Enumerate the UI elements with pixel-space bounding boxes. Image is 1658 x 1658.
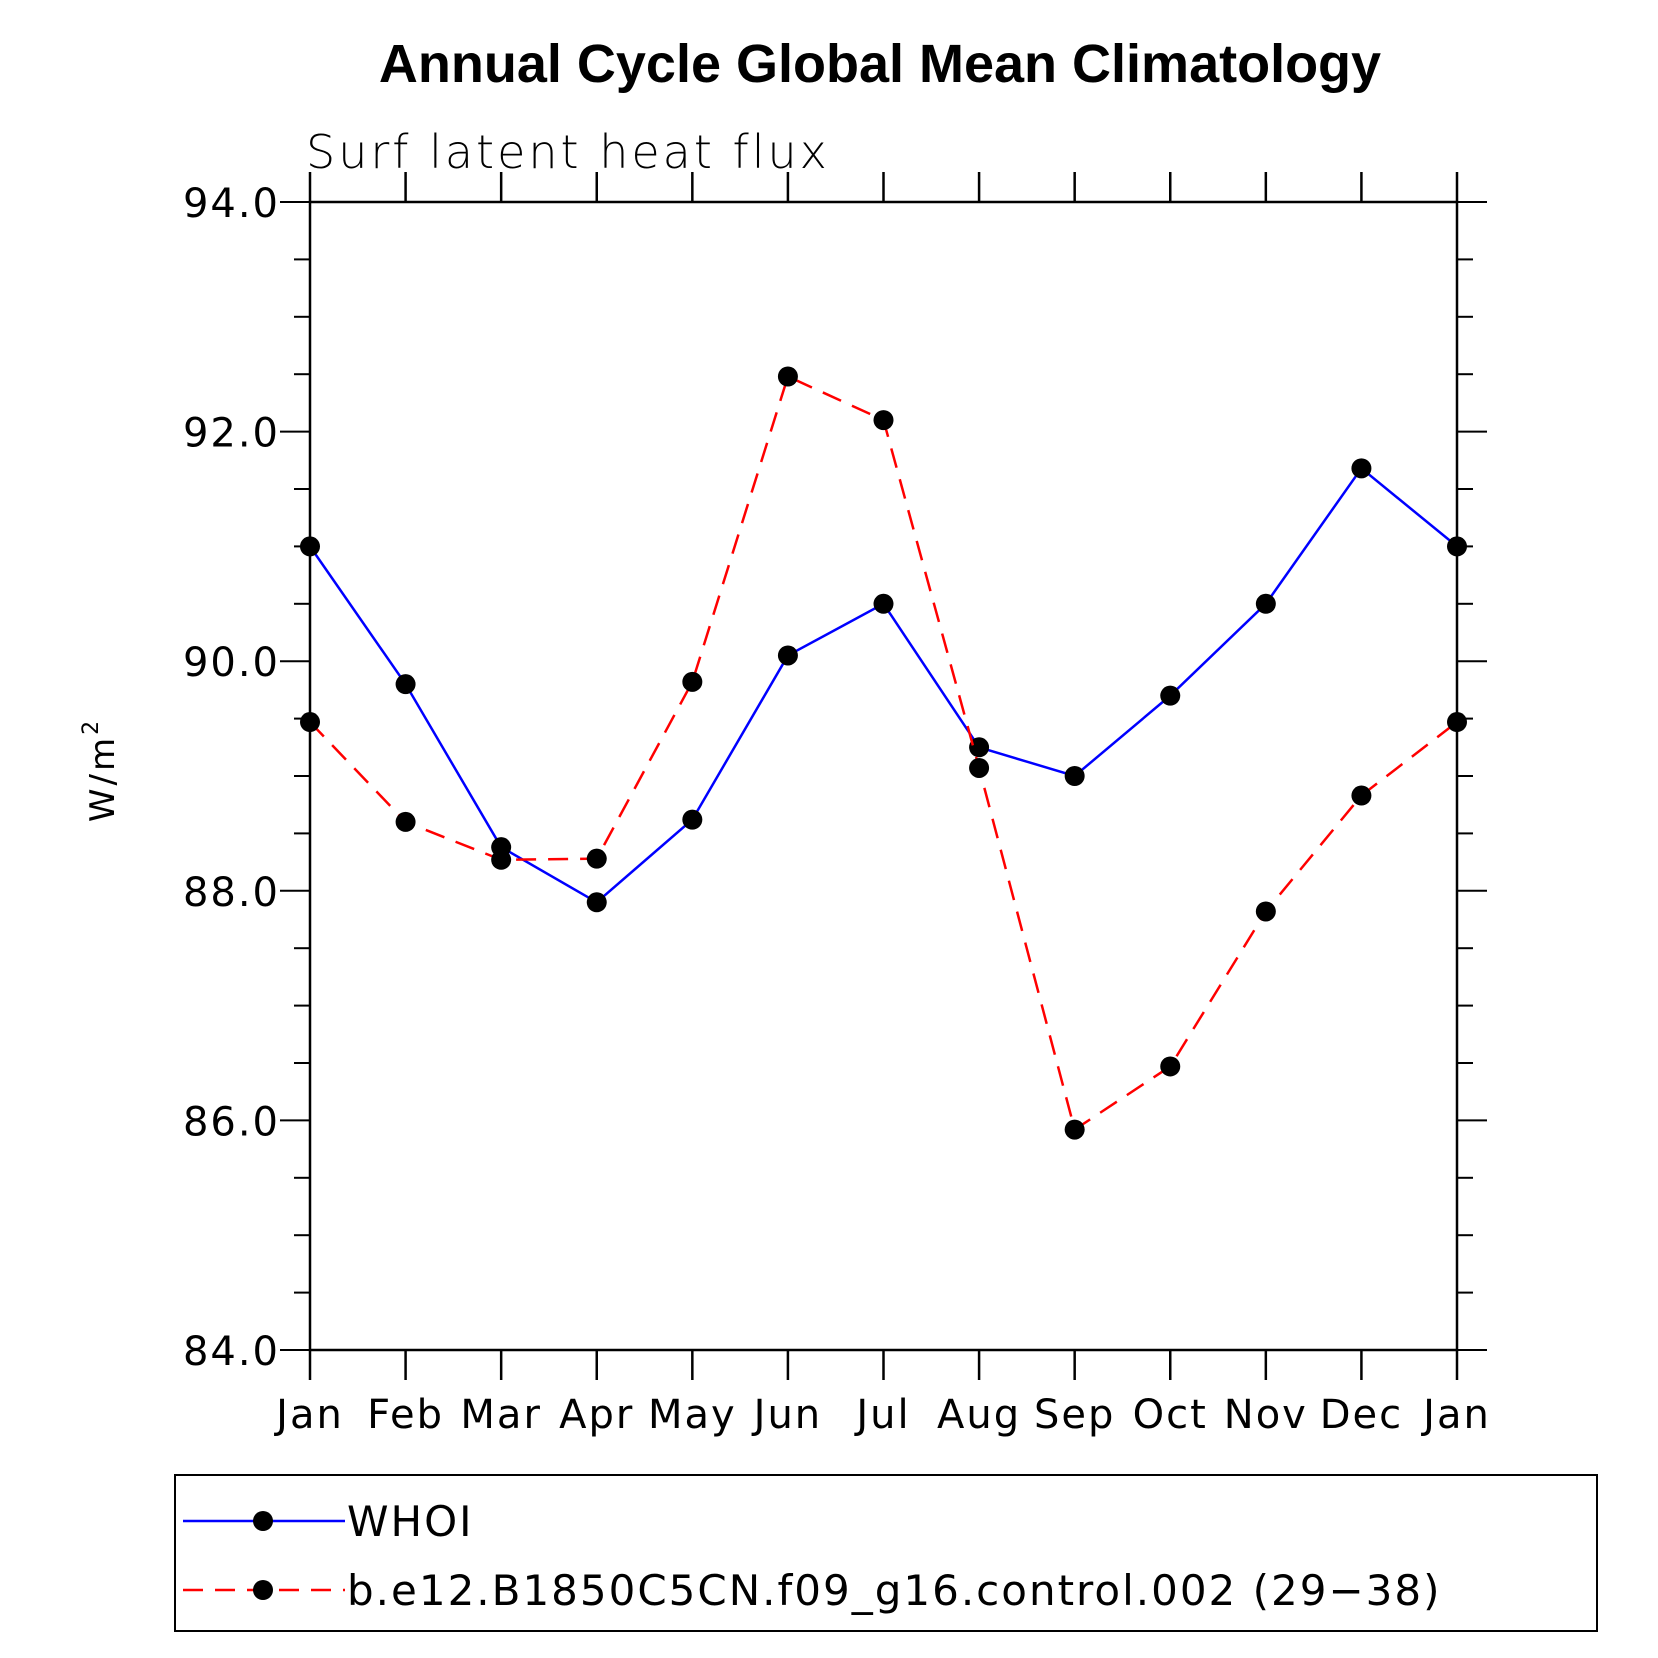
x-tick-label: May — [648, 1392, 737, 1438]
x-tick-label: Feb — [367, 1392, 444, 1438]
data-point — [1255, 593, 1276, 614]
data-point — [777, 645, 798, 666]
data-point — [1351, 785, 1372, 806]
chart-subtitle: Surf latent heat flux — [306, 125, 830, 179]
y-tick-label: 88.0 — [183, 870, 280, 916]
legend-box — [174, 1474, 1598, 1632]
data-point — [300, 712, 320, 733]
x-tick-label: Mar — [460, 1392, 541, 1438]
data-point — [682, 809, 703, 830]
data-point — [586, 892, 607, 913]
y-tick-label: 86.0 — [183, 1099, 280, 1145]
data-point — [777, 366, 798, 387]
y-axis-label: W/m2 — [79, 718, 123, 822]
data-point — [1064, 1119, 1085, 1140]
x-tick-label: Aug — [937, 1392, 1021, 1438]
series-1 — [300, 458, 1467, 913]
axes: 84.0 86.0 88.0 90.0 92.0 94.0 Jan Feb Mar Apr May J… — [183, 172, 1491, 1438]
series-line — [308, 466, 1458, 904]
legend-label: b.e12.B1850C5CN.f09_g16.control.002 (29−… — [347, 1566, 1441, 1615]
legend-marker — [253, 1511, 273, 1531]
x-tick-label: Dec — [1320, 1392, 1403, 1438]
plot-frame — [308, 200, 1459, 1352]
y-tick-label: 90.0 — [183, 640, 280, 686]
x-tick-label: Apr — [559, 1392, 634, 1438]
x-tick-label: Jul — [853, 1392, 910, 1438]
legend-marker — [253, 1580, 273, 1600]
data-point — [969, 757, 990, 778]
data-point — [1064, 766, 1085, 786]
data-point — [873, 410, 894, 431]
series-line — [309, 374, 1458, 1132]
x-tick-label: Jun — [751, 1392, 823, 1438]
x-tick-label: Oct — [1133, 1392, 1208, 1438]
data-point — [491, 849, 512, 870]
data-point — [395, 811, 416, 832]
y-tick-label: 84.0 — [183, 1329, 280, 1375]
data-point — [395, 674, 416, 695]
legend: WHOI b.e12.B1850C5CN.f09_g16.control.002 … — [183, 1497, 1441, 1615]
data-point — [1447, 536, 1467, 557]
legend-entry-2: b.e12.B1850C5CN.f09_g16.control.002 (29−… — [183, 1566, 1441, 1615]
series-2 — [300, 366, 1467, 1140]
data-point — [1160, 685, 1181, 706]
data-point — [969, 737, 990, 758]
data-point — [1447, 712, 1467, 733]
y-tick-label: 92.0 — [183, 411, 280, 457]
x-tick-label: Sep — [1034, 1392, 1115, 1438]
legend-label: WHOI — [347, 1497, 474, 1546]
data-point — [300, 536, 320, 557]
data-point — [873, 593, 894, 614]
x-tick-label: Jan — [1420, 1392, 1491, 1438]
data-point — [1160, 1056, 1181, 1077]
x-tick-label: Jan — [273, 1392, 344, 1438]
data-point — [586, 848, 607, 869]
y-tick-label: 94.0 — [183, 181, 280, 227]
legend-entry-1: WHOI — [183, 1497, 474, 1546]
y-axis-label-superscript: 2 — [79, 718, 104, 735]
data-point — [1255, 901, 1276, 922]
data-point — [682, 671, 703, 692]
series-layer — [300, 366, 1467, 1140]
chart-title: Annual Cycle Global Mean Climatology — [379, 34, 1381, 94]
data-point — [1351, 458, 1372, 479]
x-tick-label: Nov — [1224, 1392, 1308, 1438]
